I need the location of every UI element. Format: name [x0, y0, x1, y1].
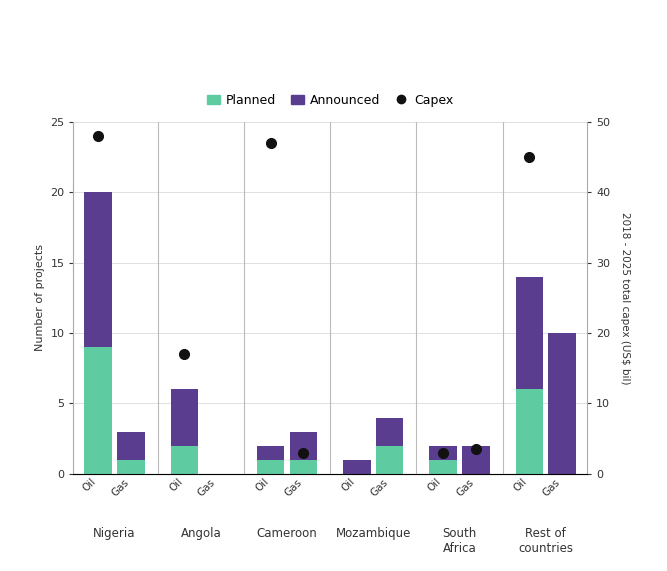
Y-axis label: 2018 - 2025 total capex (US$ bil): 2018 - 2025 total capex (US$ bil) — [620, 211, 630, 384]
Bar — [462, 446, 490, 474]
Bar — [289, 432, 317, 460]
Text: Mozambique: Mozambique — [336, 526, 411, 540]
Bar — [516, 389, 543, 474]
Text: Angola: Angola — [181, 526, 221, 540]
Text: Cameroon: Cameroon — [257, 526, 317, 540]
Bar — [171, 446, 198, 474]
Bar — [548, 333, 576, 474]
Bar — [430, 460, 457, 474]
Bar — [289, 460, 317, 474]
Bar — [171, 389, 198, 446]
Bar — [85, 192, 112, 347]
Bar — [376, 446, 404, 474]
Bar — [376, 417, 404, 446]
Bar — [516, 276, 543, 389]
Bar — [343, 460, 371, 474]
Bar — [85, 347, 112, 474]
Text: Major planned & announced projects
count and capex by key countries in
sub-Sahar: Major planned & announced projects count… — [13, 15, 289, 64]
Bar — [117, 460, 145, 474]
Bar — [257, 446, 284, 460]
Text: South
Africa: South Africa — [442, 526, 477, 554]
Text: Nigeria: Nigeria — [93, 526, 136, 540]
Bar — [117, 432, 145, 460]
Legend: Planned, Announced, Capex: Planned, Announced, Capex — [202, 89, 458, 112]
Text: Source:  GlobalData, Upstream Analytics: Source: GlobalData, Upstream Analytics — [20, 538, 339, 552]
Text: Rest of
countries: Rest of countries — [518, 526, 573, 554]
Bar — [257, 460, 284, 474]
Y-axis label: Number of projects: Number of projects — [35, 244, 45, 351]
Bar — [430, 446, 457, 460]
